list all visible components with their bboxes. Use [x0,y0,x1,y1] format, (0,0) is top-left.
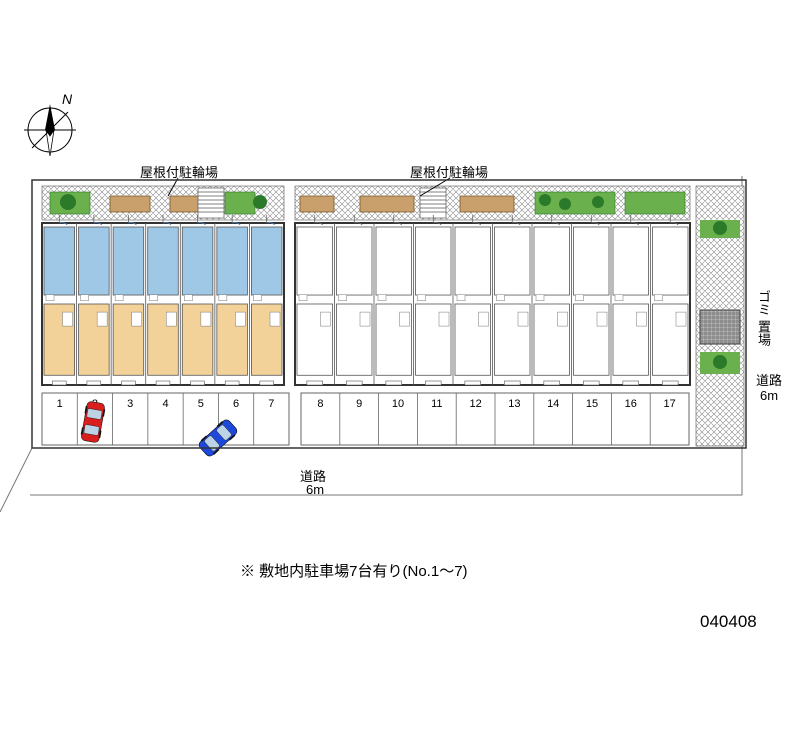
label-road-right-w: 6m [760,388,778,403]
building-a [42,215,284,385]
label-road-right: 道路 [756,370,782,389]
stairs-a [198,188,224,218]
svg-text:3: 3 [127,398,133,410]
site-plan-svg: N [0,0,800,727]
parking-note: ※ 敷地内駐車場7台有り(No.1～7) [240,560,468,581]
compass-rose: N [24,91,76,156]
svg-text:4: 4 [162,398,168,410]
parking-row: 1234567891011121314151617 [42,393,689,445]
svg-text:1: 1 [57,398,63,410]
svg-text:15: 15 [586,398,598,410]
svg-text:11: 11 [431,398,442,410]
label-trash-2: 置場 [754,320,773,346]
svg-text:12: 12 [469,398,481,410]
road-diagonal [0,448,32,512]
drawing-code: 040408 [700,612,757,632]
svg-text:16: 16 [625,398,637,410]
label-bike-b: 屋根付駐輪場 [410,162,488,181]
svg-text:5: 5 [198,398,204,410]
stairs-b [420,188,446,218]
right-lane [696,186,744,446]
svg-text:9: 9 [356,398,362,410]
svg-text:7: 7 [268,398,274,410]
svg-text:14: 14 [547,398,559,410]
svg-text:17: 17 [663,398,675,410]
trash-enclosure [700,310,740,344]
svg-text:10: 10 [392,398,404,410]
amenity-strip [42,186,690,220]
svg-text:8: 8 [317,398,323,410]
site-plan-canvas: N [0,0,800,727]
svg-text:13: 13 [508,398,520,410]
building-b [295,215,690,385]
label-trash-1: ゴミ [754,290,773,316]
label-road-bottom-w: 6m [306,482,324,497]
label-bike-a: 屋根付駐輪場 [140,162,218,181]
svg-text:6: 6 [233,398,239,410]
compass-n: N [62,91,73,107]
